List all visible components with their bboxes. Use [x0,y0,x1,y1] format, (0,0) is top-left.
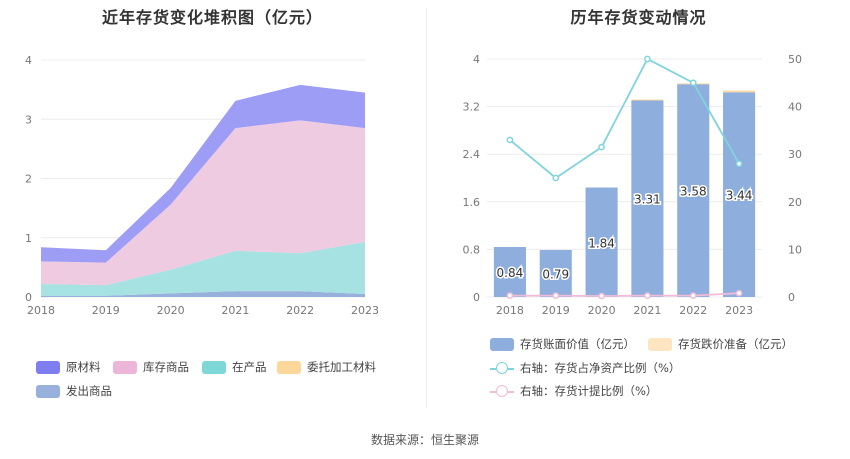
y-tick-label: 2 [25,173,32,186]
line-point [552,174,560,182]
legend-label: 发出商品 [66,384,112,398]
line-provision-ratio [509,292,740,297]
bar-book-value [539,249,572,297]
y2-tick-label: 30 [788,148,802,161]
legend-label: 右轴：存货占净资产比例（%） [520,361,681,375]
bar-data-label: 3.44 [726,189,753,203]
inventory-bar-chart-panel: 历年存货变动情况 0 0.8 1.6 2.4 3.2 4 0 10 20 30 40 50 2018 20… [427,0,850,410]
x-tick-label: 2019 [92,304,120,317]
y-tick-label: 0.8 [463,243,481,256]
line-point [735,160,743,168]
right-chart-legend: 存货账面价值（亿元） 存货跌价准备（亿元） 右轴：存货占净资产比例（%） 右轴：… [427,0,850,410]
bar-book-value [631,100,664,298]
y-tick-label: 3 [25,113,32,126]
legend-swatch [202,360,226,374]
line-point [506,136,514,144]
line-point [552,292,560,299]
legend-label: 库存商品 [143,360,189,374]
y-tick-label: 4 [473,53,480,66]
legend-swatch [648,337,672,351]
bar-book-value [677,83,710,298]
y2-tick-label: 20 [788,196,802,209]
y2-tick-label: 0 [788,291,795,304]
legend-item-net-asset-ratio[interactable]: 右轴：存货占净资产比例（%） [490,360,680,376]
y-tick-label: 2.4 [463,148,481,161]
legend-item-book-value[interactable]: 存货账面价值（亿元） [490,336,635,352]
bar-data-label: 0.84 [497,266,524,280]
data-source: 数据来源：恒生聚源 [370,433,479,447]
y-tick-label: 1 [25,232,32,245]
bar-data-label: 3.58 [680,184,707,198]
legend-label: 存货跌价准备（亿元） [678,337,793,351]
legend-item-finished-goods[interactable]: 库存商品 [113,359,189,375]
x-tick-label: 2020 [157,304,185,317]
legend-label: 在产品 [232,360,267,374]
x-tick-label: 2021 [633,304,661,317]
x-tick-label: 2020 [588,304,616,317]
y-tick-label: 3.2 [463,101,481,114]
panel-divider [426,8,427,408]
legend-swatch [113,360,137,374]
line-net-asset-ratio [509,57,740,180]
y2-tick-label: 10 [788,243,802,256]
stacked-area-chart: 0 1 2 3 4 2018 2019 2020 2021 2022 2023 [25,54,379,317]
line-point [598,143,605,151]
area-在产品 [41,241,365,296]
x-tick-label: 2022 [679,304,707,317]
y-tick-label: 0 [473,291,480,304]
legend-item-wip[interactable]: 在产品 [202,359,267,375]
bar-book-value [723,92,756,297]
area-库存商品 [41,120,365,286]
area-发出商品 [41,291,365,297]
left-chart-legend: 原材料 库存商品 在产品 委托加工材料 发出商品 [0,0,425,410]
legend-item-consigned-processing[interactable]: 委托加工材料 [277,359,376,375]
x-tick-label: 2019 [542,304,570,317]
line-point [598,292,605,300]
x-tick-label: 2023 [351,304,379,317]
line-point [506,292,514,299]
legend-label: 存货账面价值（亿元） [520,337,635,351]
line-swatch [490,361,514,375]
line-point [644,55,651,63]
y-tick-label: 0 [25,291,32,304]
bar-impairment [723,90,756,93]
y2-tick-label: 40 [788,101,802,114]
legend-swatch [277,360,301,374]
y-tick-label: 4 [25,54,32,67]
x-tick-label: 2021 [221,304,249,317]
area-原材料 [41,84,365,263]
legend-swatch [36,384,60,398]
legend-label: 委托加工材料 [307,360,376,374]
line-point [689,292,697,299]
legend-label: 右轴：存货计提比例（%） [520,384,658,398]
line-point [689,79,697,87]
legend-item-impairment[interactable]: 存货跌价准备（亿元） [648,336,793,352]
bar-data-label: 3.31 [634,193,661,207]
y2-tick-label: 50 [788,53,802,66]
bar-impairment [631,99,664,101]
legend-item-goods-shipped[interactable]: 发出商品 [36,383,112,399]
x-tick-label: 2018 [496,304,524,317]
legend-label: 原材料 [66,360,101,374]
bar-book-value [585,187,618,297]
line-swatch [490,384,514,398]
bar-data-label: 0.79 [542,267,569,281]
legend-swatch [36,360,60,374]
x-tick-label: 2018 [27,304,55,317]
x-tick-label: 2022 [286,304,314,317]
legend-item-provision-ratio[interactable]: 右轴：存货计提比例（%） [490,383,657,399]
legend-item-raw-materials[interactable]: 原材料 [36,359,101,375]
line-point [644,292,651,299]
x-tick-label: 2023 [725,304,753,317]
right-chart-title: 历年存货变动情况 [570,8,707,27]
y-tick-label: 1.6 [463,196,481,209]
stacked-area-chart-panel: 近年存货变化堆积图（亿元） 0 1 2 3 4 2018 2019 2020 2021 2022 2… [0,0,425,410]
line-point [735,289,743,297]
bar-book-value [493,247,526,297]
left-chart-title: 近年存货变化堆积图（亿元） [101,8,323,27]
legend-swatch [490,337,514,351]
bar-data-label: 1.84 [588,236,615,250]
